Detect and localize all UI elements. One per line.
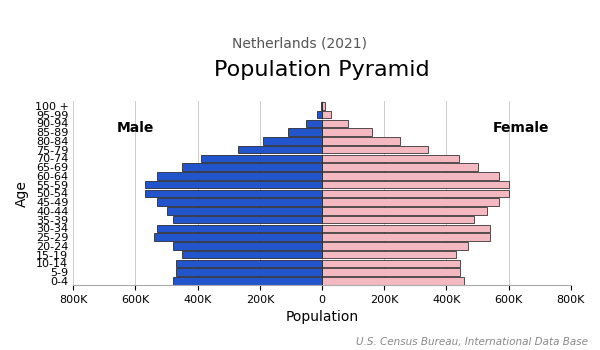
Bar — [322, 102, 325, 110]
Bar — [321, 102, 322, 110]
Bar — [322, 111, 331, 118]
Bar — [145, 181, 322, 188]
Bar — [176, 260, 322, 267]
Bar — [322, 268, 460, 276]
Bar — [322, 198, 499, 206]
Bar — [322, 233, 490, 241]
Bar — [154, 233, 322, 241]
Text: Female: Female — [493, 121, 550, 135]
Title: Population Pyramid: Population Pyramid — [214, 61, 430, 80]
Bar — [173, 216, 322, 223]
Bar — [322, 225, 490, 232]
Bar — [317, 111, 322, 118]
Bar — [182, 163, 322, 171]
Bar — [173, 242, 322, 250]
Bar — [173, 277, 322, 285]
Bar — [322, 251, 456, 258]
Bar — [322, 216, 475, 223]
Text: Netherlands (2021): Netherlands (2021) — [233, 37, 367, 51]
Bar — [157, 225, 322, 232]
Bar — [322, 190, 509, 197]
Bar — [322, 155, 459, 162]
Bar — [322, 137, 400, 145]
Bar — [288, 128, 322, 136]
Bar — [201, 155, 322, 162]
Text: Male: Male — [117, 121, 154, 135]
Bar — [263, 137, 322, 145]
Bar — [157, 198, 322, 206]
Bar — [322, 163, 478, 171]
Bar — [182, 251, 322, 258]
Bar — [322, 172, 499, 180]
Bar — [238, 146, 322, 153]
Text: U.S. Census Bureau, International Data Base: U.S. Census Bureau, International Data B… — [356, 336, 588, 346]
Bar — [167, 207, 322, 215]
Bar — [157, 172, 322, 180]
Bar — [145, 190, 322, 197]
Bar — [322, 242, 468, 250]
Bar — [306, 120, 322, 127]
Bar — [322, 120, 349, 127]
Bar — [322, 146, 428, 153]
X-axis label: Population: Population — [286, 310, 359, 324]
Bar — [322, 207, 487, 215]
Bar — [322, 260, 460, 267]
Bar — [322, 277, 464, 285]
Bar — [322, 128, 372, 136]
Bar — [176, 268, 322, 276]
Y-axis label: Age: Age — [15, 180, 29, 207]
Bar — [322, 181, 509, 188]
